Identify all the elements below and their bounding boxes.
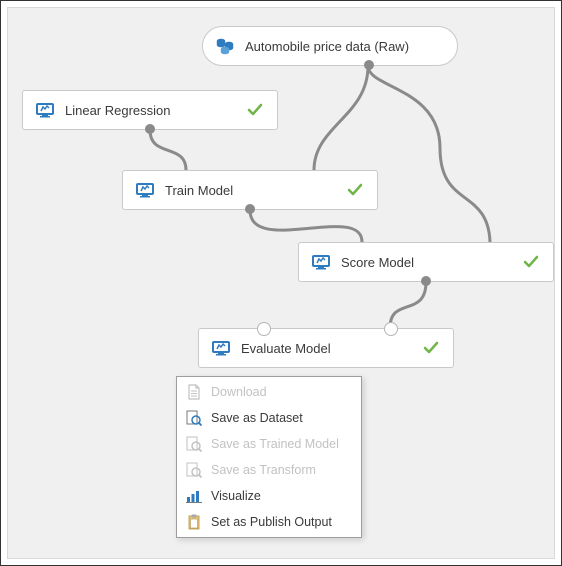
menu-item-visualize[interactable]: Visualize — [177, 483, 361, 509]
menu-item-label: Set as Publish Output — [211, 515, 332, 529]
module-icon — [135, 181, 155, 199]
doc-icon — [185, 383, 203, 401]
node-linear-regression[interactable]: Linear Regression — [22, 90, 278, 130]
node-score-model[interactable]: Score Model — [298, 242, 554, 282]
node-evaluate-model[interactable]: Evaluate Model — [198, 328, 454, 368]
menu-item-label: Save as Transform — [211, 463, 316, 477]
clipboard-icon — [185, 513, 203, 531]
status-ok-icon — [421, 339, 441, 357]
chart-icon — [185, 487, 203, 505]
output-port[interactable] — [245, 204, 255, 214]
module-icon — [211, 339, 231, 357]
dataset-icon — [215, 37, 235, 55]
status-ok-icon — [245, 101, 265, 119]
menu-item-save-as-transform: Save as Transform — [177, 457, 361, 483]
status-ok-icon — [345, 181, 365, 199]
status-ok-icon — [521, 253, 541, 271]
menu-item-save-as-trained-model: Save as Trained Model — [177, 431, 361, 457]
node-label: Evaluate Model — [241, 341, 409, 356]
module-icon — [35, 101, 55, 119]
magnifier-icon — [185, 409, 203, 427]
context-menu: Download Save as Dataset Save as Trained… — [176, 376, 362, 538]
output-port[interactable] — [145, 124, 155, 134]
menu-item-label: Save as Dataset — [211, 411, 303, 425]
magnifier-icon — [185, 435, 203, 453]
menu-item-save-as-dataset[interactable]: Save as Dataset — [177, 405, 361, 431]
input-port-1[interactable] — [257, 322, 271, 336]
output-port[interactable] — [421, 276, 431, 286]
module-icon — [311, 253, 331, 271]
node-label: Automobile price data (Raw) — [245, 39, 445, 54]
node-label: Train Model — [165, 183, 333, 198]
node-automobile-data[interactable]: Automobile price data (Raw) — [202, 26, 458, 66]
menu-item-label: Visualize — [211, 489, 261, 503]
outer-frame: Automobile price data (Raw) Linear Regre… — [0, 0, 562, 566]
menu-item-download: Download — [177, 379, 361, 405]
menu-item-label: Download — [211, 385, 267, 399]
experiment-canvas[interactable]: Automobile price data (Raw) Linear Regre… — [7, 7, 555, 559]
node-label: Score Model — [341, 255, 509, 270]
magnifier-icon — [185, 461, 203, 479]
node-train-model[interactable]: Train Model — [122, 170, 378, 210]
node-label: Linear Regression — [65, 103, 233, 118]
menu-item-label: Save as Trained Model — [211, 437, 339, 451]
output-port[interactable] — [364, 60, 374, 70]
input-port-2[interactable] — [384, 322, 398, 336]
menu-item-set-as-publish-output[interactable]: Set as Publish Output — [177, 509, 361, 535]
